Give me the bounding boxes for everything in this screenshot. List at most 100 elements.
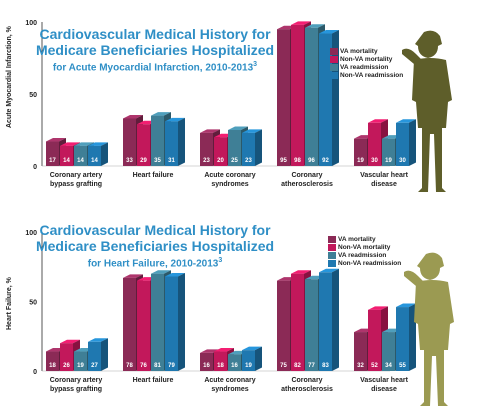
- data-label: 19: [77, 363, 84, 369]
- bar: [277, 280, 290, 371]
- data-label: 20: [217, 158, 224, 164]
- data-label: 26: [63, 363, 70, 369]
- footnote-mark: 3: [218, 257, 223, 264]
- bar-top: [60, 142, 80, 146]
- bar: [74, 145, 87, 166]
- bar: [305, 279, 318, 371]
- bar-group: 23 20 25 23: [200, 126, 262, 166]
- bar-top: [368, 119, 388, 123]
- bar-top: [165, 272, 185, 277]
- data-label: 16: [231, 363, 238, 369]
- data-label: 78: [126, 363, 133, 369]
- data-label: 14: [77, 158, 84, 164]
- data-label: 19: [385, 158, 392, 164]
- legend-label: VA mortality: [340, 47, 378, 55]
- data-label: 19: [357, 158, 364, 164]
- legend-item: VA mortality: [328, 235, 401, 243]
- chart-hf: 0 50 100 18 26 19 27 Coronary artery bypass graf…: [25, 230, 416, 393]
- legend-swatch: [328, 259, 336, 267]
- bar: [60, 145, 73, 166]
- bar-side: [255, 346, 262, 371]
- legend-swatch: [330, 63, 338, 71]
- data-label: 76: [140, 363, 147, 369]
- bar-top: [305, 24, 325, 28]
- data-label: 31: [168, 158, 175, 164]
- bar: [228, 130, 241, 166]
- bar: [228, 354, 241, 371]
- bar: [74, 351, 87, 371]
- data-label: 18: [49, 363, 56, 369]
- bar: [200, 352, 213, 371]
- legend-swatch: [330, 71, 338, 79]
- legend-swatch: [330, 47, 338, 55]
- legend-item: VA readmission: [328, 251, 401, 259]
- legend-label: VA mortality: [338, 235, 376, 243]
- bar-top: [291, 270, 311, 274]
- legend-swatch: [328, 251, 336, 259]
- bar-top: [396, 119, 416, 123]
- data-label: 19: [245, 363, 252, 369]
- data-label: 81: [154, 363, 161, 369]
- data-label: 25: [231, 158, 238, 164]
- bar: [60, 343, 73, 371]
- y-tick-label: 0: [33, 369, 37, 376]
- data-label: 23: [203, 158, 210, 164]
- bar: [137, 124, 150, 166]
- data-label: 18: [217, 363, 224, 369]
- bar-top: [123, 114, 143, 119]
- bar-top: [60, 339, 80, 344]
- data-label: 29: [140, 158, 147, 164]
- bar-top: [46, 138, 66, 142]
- bar: [123, 277, 136, 371]
- data-label: 95: [280, 158, 287, 164]
- bar: [382, 332, 395, 371]
- legend-item: VA mortality: [330, 47, 403, 55]
- saluting-soldier-icon: [404, 252, 454, 406]
- category-label: Acute coronary syndromes: [204, 377, 255, 393]
- bar-group: 75 82 77 83: [277, 268, 339, 371]
- data-label: 23: [245, 158, 252, 164]
- bar-top: [151, 270, 171, 274]
- subtitle-text: for Heart Failure, 2010-2013: [87, 258, 219, 270]
- legend-label: Non-VA readmission: [338, 259, 402, 267]
- legend-item: VA readmission: [330, 63, 403, 71]
- bar: [137, 280, 150, 371]
- data-label: 17: [49, 158, 56, 164]
- bar: [242, 132, 255, 166]
- footnote-mark: 3: [253, 61, 258, 68]
- data-label: 82: [294, 363, 301, 369]
- data-label: 34: [385, 363, 392, 369]
- bar: [242, 350, 255, 371]
- bar: [88, 341, 101, 371]
- bar: [319, 272, 332, 371]
- bar-top: [151, 112, 171, 116]
- bar: [368, 122, 381, 166]
- legend-label: VA readmission: [338, 251, 387, 259]
- data-label: 35: [154, 158, 161, 164]
- bar-side: [178, 117, 185, 166]
- bar-top: [165, 117, 185, 122]
- bar-top: [242, 346, 262, 351]
- data-label: 83: [322, 363, 329, 369]
- category-label: Coronary artery bypass grafting: [50, 377, 103, 393]
- title-text: Cardiovascular Medical History for Medic…: [35, 26, 275, 58]
- legend-item: Non-VA readmission: [328, 259, 401, 267]
- chart-title: Cardiovascular Medical History for Medic…: [35, 26, 275, 74]
- bar-group: 17 14 14 14: [46, 138, 108, 166]
- data-label: 33: [126, 158, 133, 164]
- bar: [151, 115, 164, 166]
- data-label: 77: [308, 363, 315, 369]
- bar-top: [200, 349, 220, 353]
- bar: [151, 273, 164, 371]
- bar: [46, 351, 59, 371]
- bar-top: [228, 126, 248, 130]
- y-tick-label: 100: [25, 20, 37, 27]
- bar-top: [214, 348, 234, 352]
- data-label: 92: [322, 158, 329, 164]
- legend-label: Non-VA mortality: [338, 243, 391, 251]
- data-label: 98: [294, 158, 301, 164]
- y-axis-label: Acute Myocardial Infarction, %: [6, 26, 13, 128]
- legend-item: Non-VA readmission: [330, 71, 403, 79]
- subtitle: for Acute Myocardial Infarction, 2010-20…: [35, 58, 275, 74]
- legend-swatch: [328, 235, 336, 243]
